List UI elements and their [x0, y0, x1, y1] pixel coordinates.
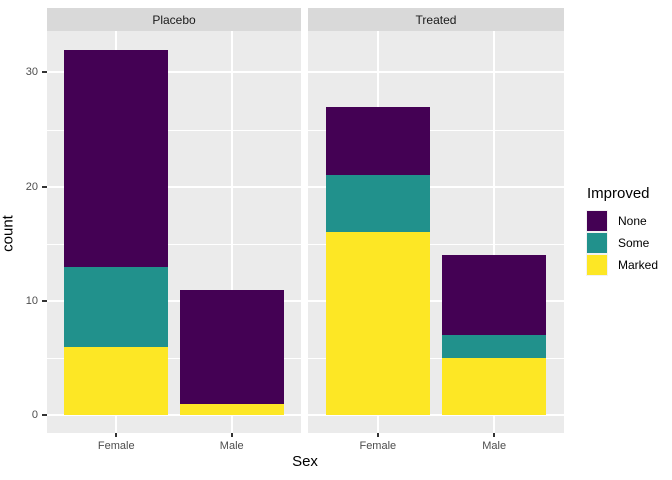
major-gridline-y-0 — [308, 414, 564, 417]
legend-swatch-some — [586, 232, 608, 254]
bar-segment-treated-female-none — [325, 106, 430, 176]
x-tick-mark-treated-male — [493, 433, 496, 437]
x-tick-mark-treated-female — [376, 433, 379, 437]
x-tick-label-placebo-female: Female — [97, 440, 135, 452]
y-tick-label-10: 10 — [25, 295, 38, 307]
minor-gridline-y-15 — [47, 243, 301, 245]
y-axis-title: count — [0, 215, 17, 252]
bar-segment-treated-male-marked — [442, 358, 547, 416]
major-gridline-y-30 — [308, 71, 564, 74]
bar-segment-placebo-male-none — [179, 289, 284, 404]
x-axis-title: Sex — [292, 453, 318, 470]
major-gridline-y-10 — [308, 300, 564, 302]
x-tick-mark-placebo-male — [230, 433, 233, 437]
facet-strip-placebo: Placebo — [47, 8, 301, 31]
legend-swatch-marked — [586, 254, 608, 276]
facet-panel-placebo — [47, 31, 301, 433]
bar-segment-placebo-female-marked — [64, 346, 169, 416]
major-gridline-y-0 — [47, 414, 301, 417]
bar-segment-treated-female-marked — [325, 232, 430, 416]
x-tick-mark-placebo-female — [115, 433, 118, 437]
y-tick-label-20: 20 — [25, 180, 38, 193]
y-tick-mark-10 — [42, 300, 47, 302]
legend-label-marked: Marked — [618, 258, 659, 272]
y-tick-label-0: 0 — [31, 409, 38, 422]
legend-label-none: None — [618, 214, 647, 228]
legend-label-some: Some — [618, 236, 650, 250]
major-gridline-y-30 — [47, 71, 301, 74]
legend: Improved None Some Marked — [586, 185, 658, 277]
legend-items: None Some Marked — [586, 210, 658, 277]
x-tick-label-treated-male: Male — [482, 440, 507, 452]
facet-strip-label: Placebo — [152, 12, 196, 27]
x-tick-label-placebo-male: Male — [219, 440, 244, 452]
facet-strip-treated: Treated — [308, 8, 564, 31]
legend-swatch-none — [586, 210, 608, 232]
bar-segment-placebo-male-marked — [179, 403, 284, 416]
major-gridline-y-20 — [308, 185, 564, 188]
bar-segment-treated-male-some — [442, 335, 547, 359]
legend-item-none: None — [586, 210, 650, 233]
bar-segment-treated-male-none — [442, 255, 547, 336]
major-gridline-y-10 — [47, 300, 301, 302]
minor-gridline-y-5 — [308, 358, 564, 360]
legend-title: Improved — [587, 185, 650, 202]
major-gridline-y-20 — [47, 185, 301, 188]
y-tick-mark-30 — [42, 71, 47, 74]
minor-gridline-y-5 — [47, 358, 301, 360]
y-tick-mark-0 — [42, 414, 47, 417]
facet-strip-label: Treated — [415, 12, 457, 27]
bar-segment-placebo-female-none — [64, 49, 169, 267]
minor-gridline-y-25 — [47, 129, 301, 131]
legend-item-marked: Marked — [586, 254, 658, 277]
y-tick-mark-20 — [42, 185, 47, 188]
bar-segment-placebo-female-some — [64, 266, 169, 347]
major-gridline-x-male — [230, 31, 233, 433]
x-tick-label-treated-female: Female — [359, 440, 397, 452]
facet-panel-treated — [308, 31, 564, 433]
major-gridline-x-male — [493, 31, 496, 433]
minor-gridline-y-25 — [308, 129, 564, 131]
bar-segment-treated-female-some — [325, 175, 430, 233]
y-tick-label-30: 30 — [25, 66, 38, 79]
legend-item-some: Some — [586, 232, 650, 255]
minor-gridline-y-15 — [308, 243, 564, 245]
